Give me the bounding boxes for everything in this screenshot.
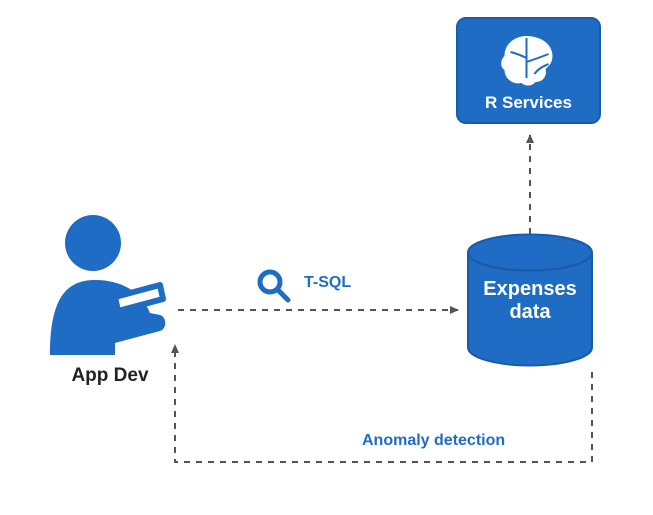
expenses-db-label-line2: data — [509, 301, 550, 323]
anomaly-edge-label: Anomaly detection — [362, 432, 505, 450]
expenses-db-label-line1: Expenses — [483, 278, 576, 300]
r-services-node: R Services — [457, 18, 600, 123]
search-icon — [260, 272, 288, 300]
expenses-db-label: Expenses data — [468, 278, 592, 324]
tsql-edge-label: T-SQL — [304, 274, 351, 292]
app-dev-label: App Dev — [60, 365, 160, 387]
person-icon — [50, 215, 165, 355]
r-services-label: R Services — [457, 93, 600, 123]
